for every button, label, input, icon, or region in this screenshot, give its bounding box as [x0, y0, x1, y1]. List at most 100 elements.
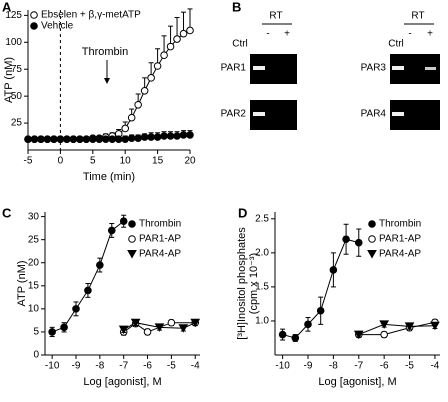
gel-header: - — [266, 29, 269, 40]
marker — [160, 51, 168, 60]
marker — [134, 134, 142, 142]
x-axis-label: Log [agonist], M — [318, 376, 396, 388]
x-tick-label: -10 — [45, 361, 60, 372]
x-tick-label: -10 — [275, 361, 290, 372]
legend-label: PAR1-AP — [379, 234, 421, 245]
marker — [160, 132, 168, 140]
marker — [134, 100, 142, 109]
x-tick-label: -5 — [24, 156, 33, 167]
legend-marker — [368, 220, 376, 228]
y-axis-label: [³H]Inositol phosphates — [236, 227, 248, 340]
marker — [37, 135, 45, 144]
marker — [127, 134, 136, 142]
x-axis-label: Log [agonist], M — [83, 376, 161, 388]
marker — [96, 261, 104, 269]
y-tick-label: 20 — [28, 257, 40, 268]
x-tick-label: -4 — [191, 361, 200, 372]
panel-label: D — [238, 205, 247, 220]
legend-marker — [127, 250, 137, 259]
marker — [107, 226, 116, 235]
x-tick-label: -9 — [304, 361, 313, 372]
gel-band — [392, 66, 404, 70]
marker — [153, 62, 162, 70]
marker — [166, 132, 175, 140]
marker — [119, 217, 128, 226]
marker — [380, 330, 388, 339]
x-tick-label: -8 — [329, 361, 338, 372]
marker — [43, 135, 52, 144]
x-tick-label: -6 — [143, 361, 152, 372]
marker — [82, 135, 91, 144]
marker — [291, 334, 300, 342]
gel-row-label: PAR4 — [361, 109, 387, 120]
x-tick-label: 15 — [152, 156, 164, 167]
legend-label: Thrombin — [379, 219, 421, 230]
y-tick-label: 10 — [28, 304, 40, 315]
marker — [329, 266, 338, 274]
marker — [143, 328, 152, 336]
marker — [354, 238, 363, 247]
y-tick-label: 1.0 — [255, 316, 269, 327]
marker — [56, 135, 65, 144]
y-tick-label: 2.0 — [255, 247, 269, 258]
marker — [173, 35, 181, 43]
x-tick-label: 5 — [90, 156, 96, 167]
marker — [304, 320, 312, 329]
marker — [76, 135, 84, 144]
x-tick-label: 0 — [58, 156, 64, 167]
gel-header: + — [427, 29, 433, 40]
marker — [50, 135, 58, 144]
marker — [179, 131, 188, 139]
legend-marker — [368, 235, 376, 243]
marker — [147, 133, 155, 141]
marker — [121, 124, 129, 133]
marker — [167, 318, 176, 327]
y-tick-label: 5 — [33, 327, 39, 338]
gel-row-label: PAR1 — [221, 63, 247, 74]
marker — [179, 29, 188, 38]
panel-label: C — [2, 205, 12, 220]
y-tick-label: 25 — [11, 118, 23, 129]
legend-marker — [30, 22, 38, 30]
marker — [60, 323, 68, 332]
y-tick-label: 30 — [28, 211, 40, 222]
legend-marker — [128, 235, 136, 243]
marker — [154, 323, 165, 332]
gel-panel: RT - + Ctrl PAR1 PAR2 RT - + Ctrl PAR3 P… — [221, 11, 440, 130]
legend-label: PAR4-AP — [379, 249, 421, 260]
marker — [95, 135, 104, 144]
marker — [190, 318, 201, 328]
marker — [24, 135, 32, 144]
legend-label: PAR1-AP — [139, 234, 181, 245]
legend-label: PAR4-AP — [139, 249, 181, 260]
gel-header: + — [284, 29, 290, 40]
y-tick-label: 0 — [33, 350, 39, 361]
legend-marker — [367, 250, 377, 259]
marker — [108, 135, 117, 144]
gel-band — [253, 66, 265, 70]
marker — [89, 135, 97, 144]
marker — [186, 131, 194, 139]
marker — [114, 135, 123, 144]
marker — [278, 330, 287, 339]
x-tick-label: -5 — [405, 361, 414, 372]
series-line — [358, 321, 436, 336]
y-tick-label: 125 — [5, 10, 22, 21]
y-tick-label: 75 — [11, 64, 23, 75]
marker — [379, 320, 390, 329]
series-line — [358, 323, 435, 336]
marker — [72, 305, 80, 313]
marker — [30, 135, 39, 144]
legend-label: Vehicle — [41, 21, 74, 32]
marker — [430, 321, 440, 331]
y-tick-label: 1.5 — [255, 282, 269, 293]
y-axis-label: ATP (nM) — [16, 260, 28, 306]
y-tick-label: 50 — [11, 91, 23, 102]
gel-band — [425, 67, 436, 70]
marker — [140, 133, 149, 141]
marker — [404, 322, 415, 331]
x-tick-label: -8 — [95, 361, 104, 372]
gel-header: Ctrl — [388, 39, 404, 50]
legend-marker — [30, 11, 38, 19]
